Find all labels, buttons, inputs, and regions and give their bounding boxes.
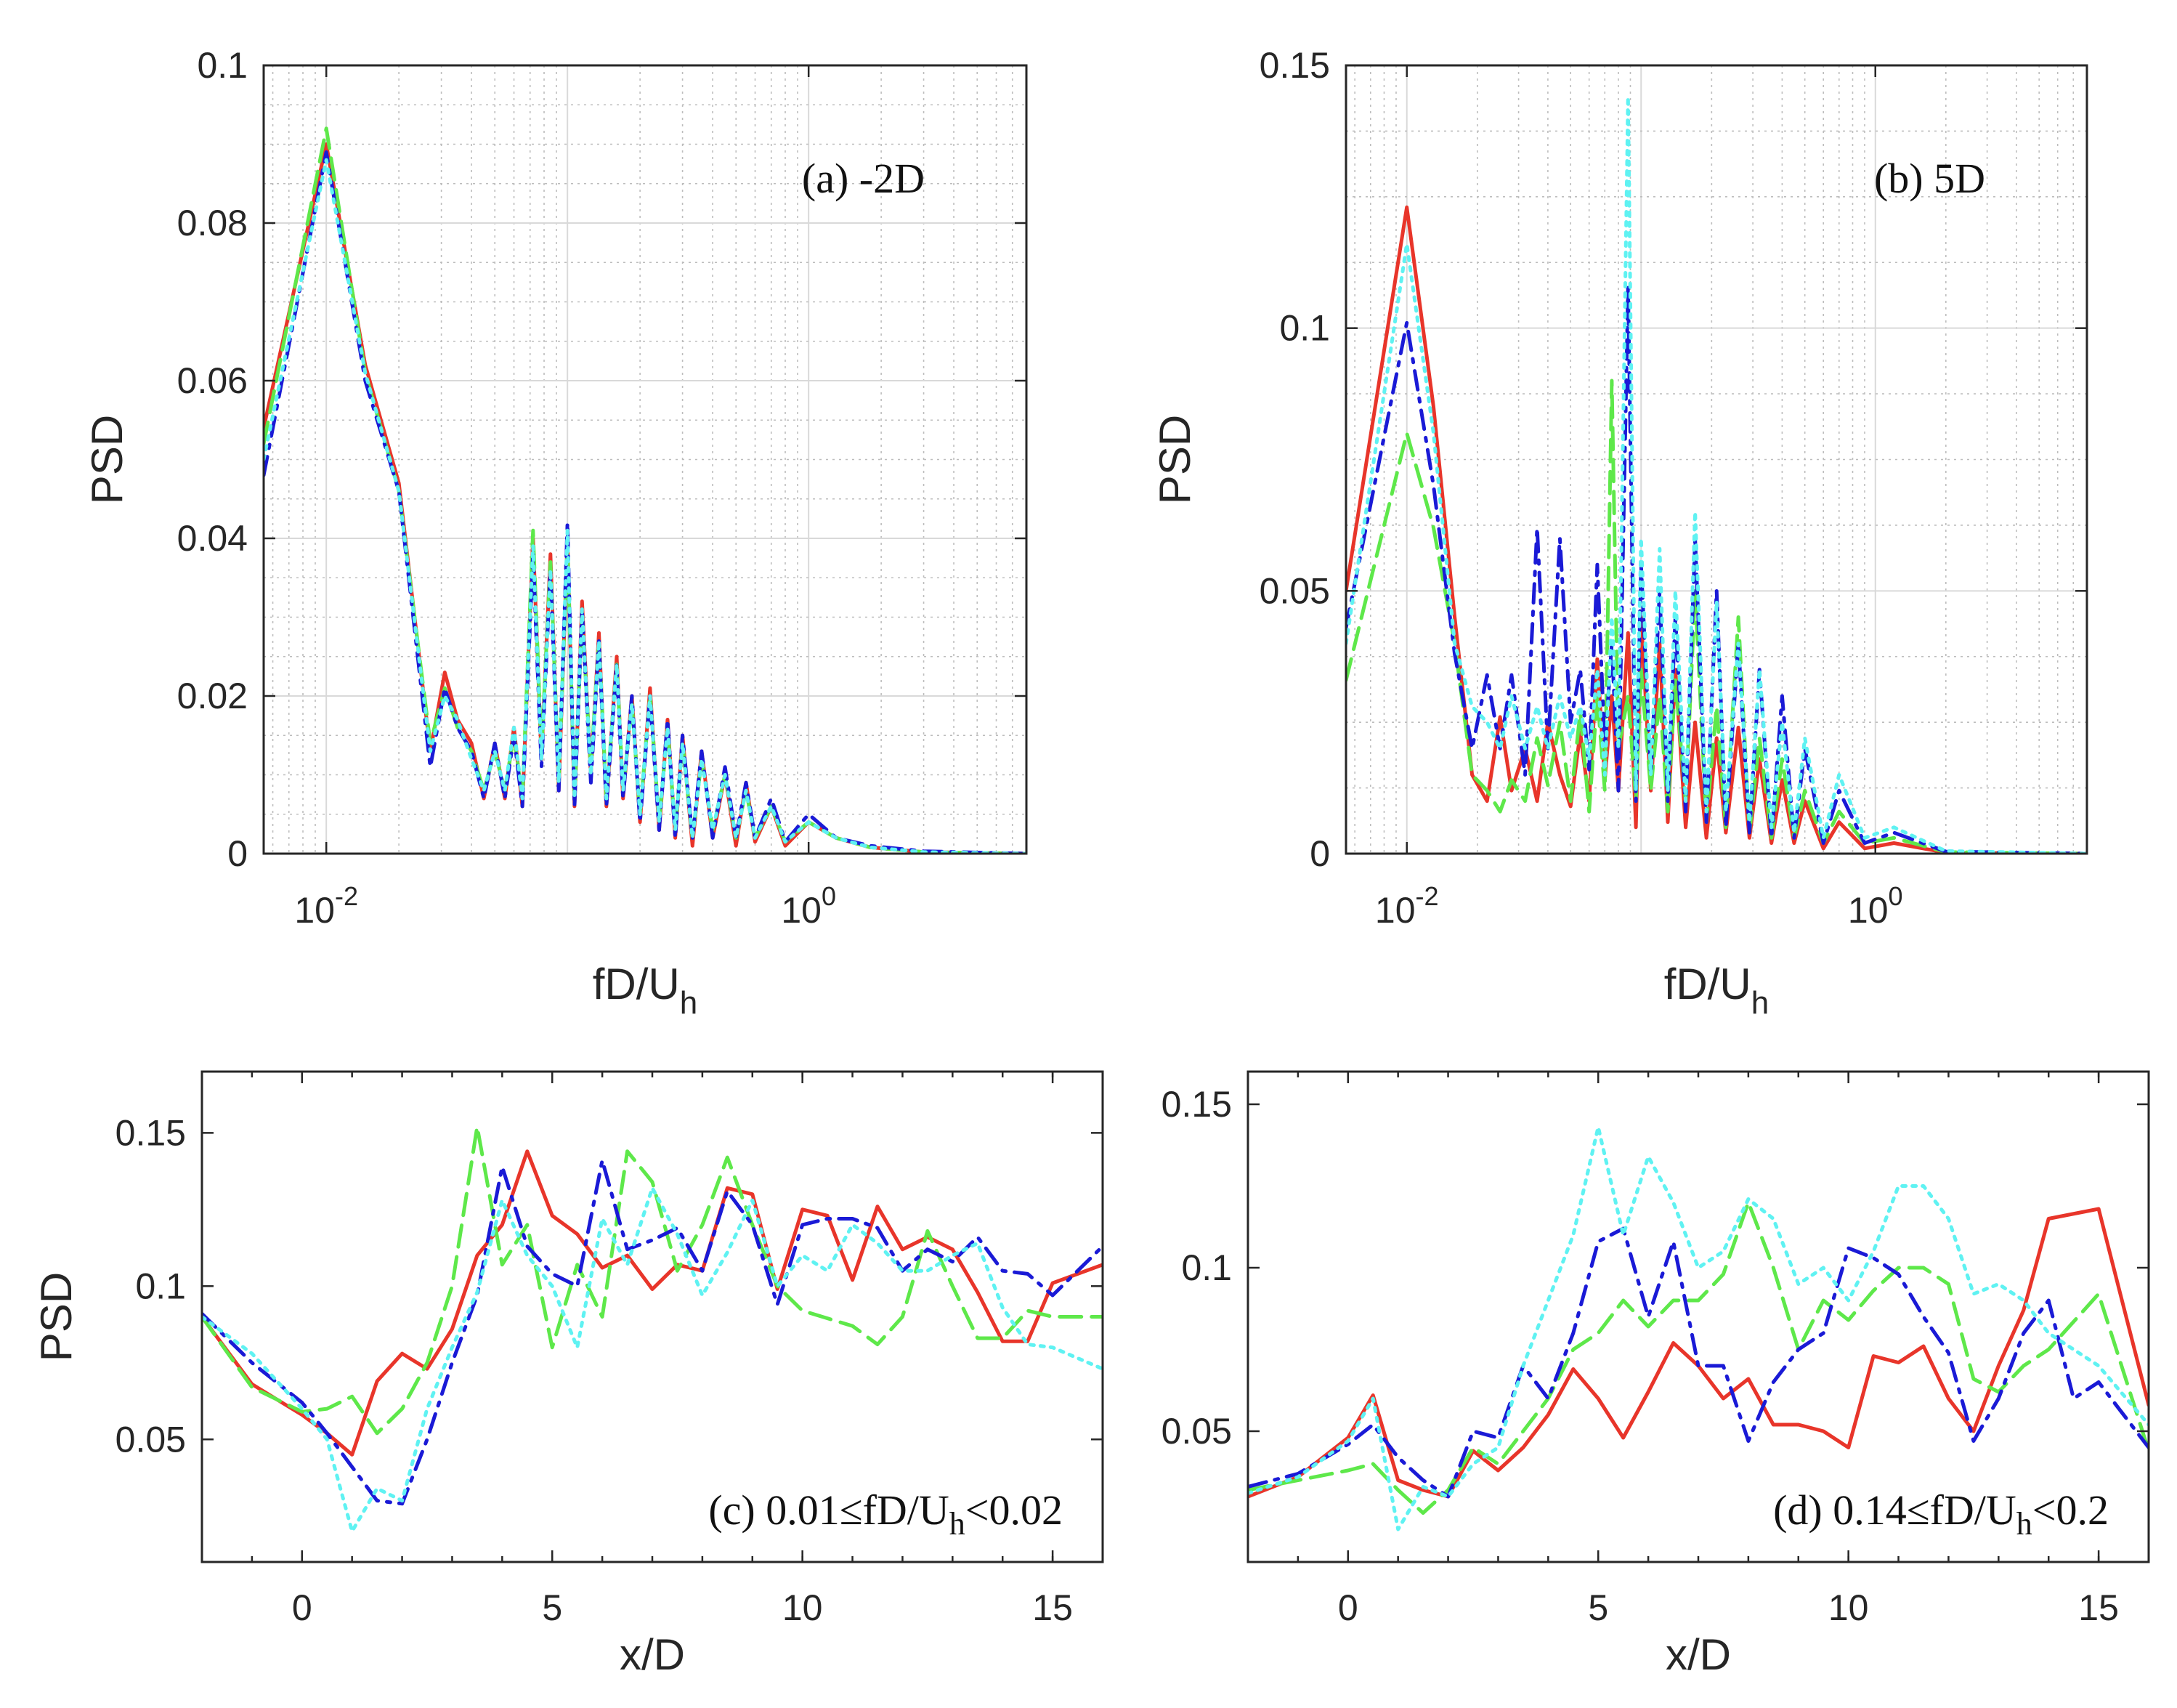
- panel-d-annotation-prefix: (d) 0.14≤fD/U: [1773, 1486, 2016, 1534]
- panel-b-series: [1346, 94, 2087, 854]
- panel-a-xtick-base: 10: [781, 890, 822, 931]
- panel-d-series-blue: [1248, 1226, 2149, 1499]
- panel-d-xtick-label: 10: [1828, 1587, 1869, 1628]
- panel-a-ytick-label: 0: [227, 833, 248, 874]
- panel-b-ytick-label: 0.15: [1260, 45, 1330, 86]
- panel-d-psd-vs-xd-high-band: 0.05 0.1 0.15 0 5 10 15 (d) 0.14≤fD/Uh<0.2 x/D: [1162, 1070, 2150, 1679]
- panel-a-xtick-exp: -2: [335, 881, 358, 911]
- panel-c-series: [202, 1125, 1103, 1534]
- panel-a-x-axis-label: fD/Uh: [593, 960, 697, 1021]
- panel-d-xtick-label: 15: [2078, 1587, 2119, 1628]
- panel-d-ytick-label: 0.05: [1162, 1411, 1232, 1452]
- panel-a-xtick-label: 100: [781, 881, 836, 931]
- panel-d-series-cyan: [1248, 1125, 2149, 1531]
- panel-b-y-axis-label: PSD: [1151, 415, 1199, 504]
- panel-a-xtick-base: 10: [294, 890, 335, 931]
- panel-c-annotation-suffix: <0.02: [965, 1486, 1063, 1534]
- panel-b-ytick-label: 0: [1310, 833, 1330, 874]
- panel-c-series-red: [202, 1149, 1103, 1457]
- panel-c-series-cyan: [202, 1186, 1103, 1534]
- panel-d-annotation: (d) 0.14≤fD/Uh<0.2: [1773, 1486, 2109, 1542]
- panel-d-xtick-label: 0: [1338, 1587, 1358, 1628]
- panel-b-xtick-exp: 0: [1889, 881, 1903, 911]
- panel-c-ticks: 0.05 0.1 0.15 0 5 10 15: [115, 1072, 1104, 1628]
- panel-a-ytick-label: 0.02: [177, 676, 248, 716]
- panel-a-psd-minus-2d: 00.020.040.060.080.110-2 100 (a) -2D fD/U…: [83, 45, 1028, 1021]
- panel-a-ytick-label: 0.1: [197, 45, 248, 86]
- panel-b-series-cyan: [1346, 94, 2087, 854]
- panel-a-series: [264, 126, 1026, 854]
- panel-b-frame: [1345, 64, 2088, 855]
- panel-b-xtick-label: 100: [1848, 881, 1903, 931]
- panel-b-x-axis-label: fD/Uh: [1664, 960, 1769, 1021]
- panel-d-annotation-sub: h: [2016, 1506, 2032, 1542]
- panel-a-ytick-label: 0.04: [177, 518, 248, 559]
- panel-a-xlabel-main: fD/U: [593, 960, 680, 1008]
- panel-d-series: [1248, 1125, 2149, 1531]
- panel-b-xtick-exp: -2: [1416, 881, 1439, 911]
- panel-d-series-red: [1248, 1207, 2149, 1499]
- panel-b-series-red: [1346, 205, 2087, 854]
- panel-c-x-axis-label: x/D: [620, 1630, 685, 1679]
- panel-b-xtick-base: 10: [1848, 890, 1889, 931]
- panel-d-annotation-suffix: <0.2: [2032, 1486, 2109, 1534]
- panel-c-series-green: [202, 1125, 1103, 1436]
- panel-d-series-green: [1248, 1200, 2149, 1515]
- panel-c-xtick-label: 5: [542, 1587, 562, 1628]
- panel-a-xtick-exp: 0: [822, 881, 836, 911]
- panel-c-ytick-label: 0.15: [115, 1112, 186, 1153]
- panel-d-ticks: 0.05 0.1 0.15 0 5 10 15: [1162, 1072, 2150, 1628]
- panel-c-ytick-label: 0.1: [135, 1266, 186, 1306]
- panel-a-ytick-label: 0.06: [177, 360, 248, 401]
- panel-d-ytick-label: 0.1: [1181, 1247, 1232, 1288]
- panel-b-xtick-base: 10: [1375, 890, 1416, 931]
- panel-c-ytick-label: 0.05: [115, 1419, 186, 1460]
- panel-c-y-axis-label: PSD: [32, 1272, 81, 1361]
- panel-a-annotation: (a) -2D: [802, 155, 925, 202]
- panel-b-series-blue: [1346, 284, 2087, 854]
- panel-c-xtick-label: 0: [292, 1587, 312, 1628]
- panel-a-xtick-label: 10-2: [294, 881, 358, 931]
- panel-a-y-axis-label: PSD: [83, 415, 131, 504]
- panel-b-annotation: (b) 5D: [1874, 155, 1985, 202]
- panel-c-xtick-label: 10: [782, 1587, 823, 1628]
- panel-b-xlabel-sub: h: [1751, 985, 1769, 1021]
- panel-b-ytick-label: 0.05: [1260, 570, 1330, 611]
- panel-c-psd-vs-xd-low-band: 0.05 0.1 0.15 0 5 10 15 (c) 0.01≤fD/Uh<0.02 x/…: [32, 1070, 1104, 1679]
- panel-a-frame: [262, 64, 1028, 855]
- panel-c-annotation-prefix: (c) 0.01≤fD/U: [708, 1486, 949, 1534]
- panel-b-xlabel-main: fD/U: [1664, 960, 1751, 1008]
- panel-a-xlabel-sub: h: [680, 985, 697, 1021]
- panel-c-annotation-sub: h: [949, 1506, 965, 1542]
- panel-c-xtick-label: 15: [1032, 1587, 1073, 1628]
- panel-d-x-axis-label: x/D: [1666, 1630, 1731, 1679]
- panel-a-ytick-label: 0.08: [177, 203, 248, 243]
- panel-b-xtick-label: 10-2: [1375, 881, 1439, 931]
- panel-d-xtick-label: 5: [1588, 1587, 1608, 1628]
- panel-c-annotation: (c) 0.01≤fD/Uh<0.02: [708, 1486, 1063, 1542]
- panel-d-ytick-label: 0.15: [1162, 1084, 1232, 1125]
- panel-a-series-cyan: [264, 158, 1026, 854]
- panel-a-ticks: 00.020.040.060.080.110-2 100: [177, 45, 1026, 931]
- panel-b-ytick-label: 0.1: [1279, 308, 1330, 349]
- panel-c-series-blue: [202, 1158, 1103, 1506]
